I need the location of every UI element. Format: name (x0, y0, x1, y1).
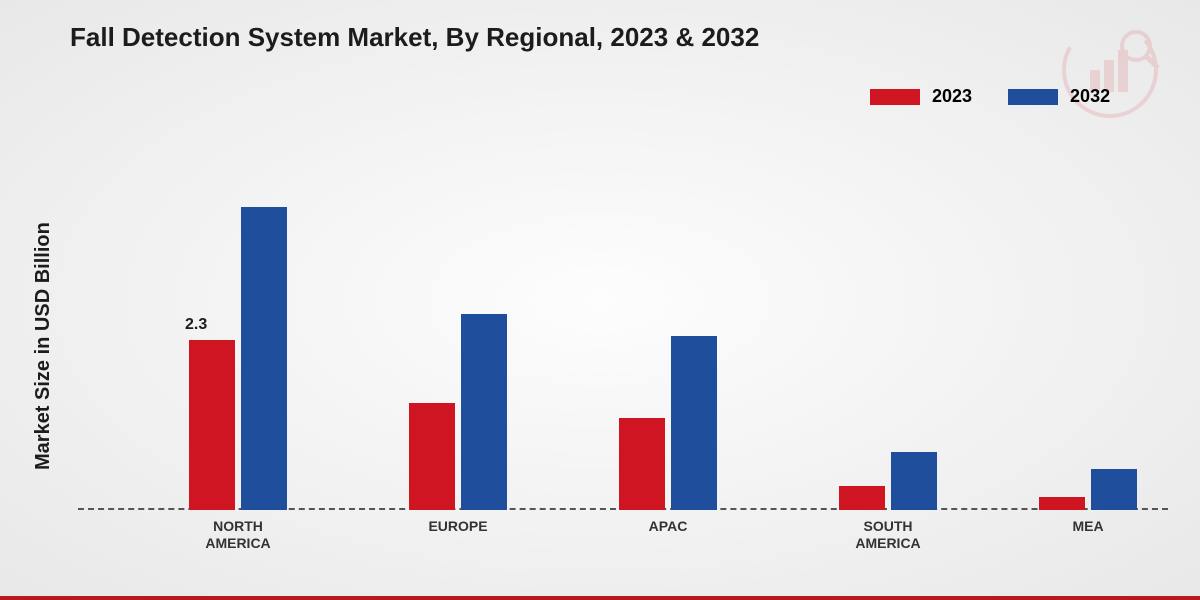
legend-item-2023: 2023 (870, 86, 972, 107)
chart-canvas: Fall Detection System Market, By Regiona… (0, 0, 1200, 600)
y-axis-label: Market Size in USD Billion (32, 222, 55, 470)
bar-2032-1 (461, 314, 507, 510)
chart-title: Fall Detection System Market, By Regiona… (70, 22, 759, 53)
bar-2023-2 (619, 418, 665, 511)
legend-label-2032: 2032 (1070, 86, 1110, 107)
category-label-4: MEA (1018, 518, 1158, 535)
legend-item-2032: 2032 (1008, 86, 1110, 107)
bar-2023-3 (839, 486, 885, 510)
legend-swatch-2023 (870, 89, 920, 105)
legend-swatch-2032 (1008, 89, 1058, 105)
plot-area: 2.3 (78, 140, 1168, 510)
watermark-logo (1060, 20, 1160, 125)
bar-2032-4 (1091, 469, 1137, 510)
category-label-0: NORTHAMERICA (168, 518, 308, 552)
value-label-0: 2.3 (185, 316, 207, 334)
category-label-1: EUROPE (388, 518, 528, 535)
bar-2032-2 (671, 336, 717, 510)
bar-2023-0 (189, 340, 235, 510)
bar-2023-1 (409, 403, 455, 510)
category-label-2: APAC (598, 518, 738, 535)
legend: 2023 2032 (870, 86, 1110, 107)
bottom-rule (0, 596, 1200, 600)
legend-label-2023: 2023 (932, 86, 972, 107)
bar-2032-0 (241, 207, 287, 510)
bar-2023-4 (1039, 497, 1085, 510)
category-label-3: SOUTHAMERICA (818, 518, 958, 552)
bar-2032-3 (891, 452, 937, 510)
